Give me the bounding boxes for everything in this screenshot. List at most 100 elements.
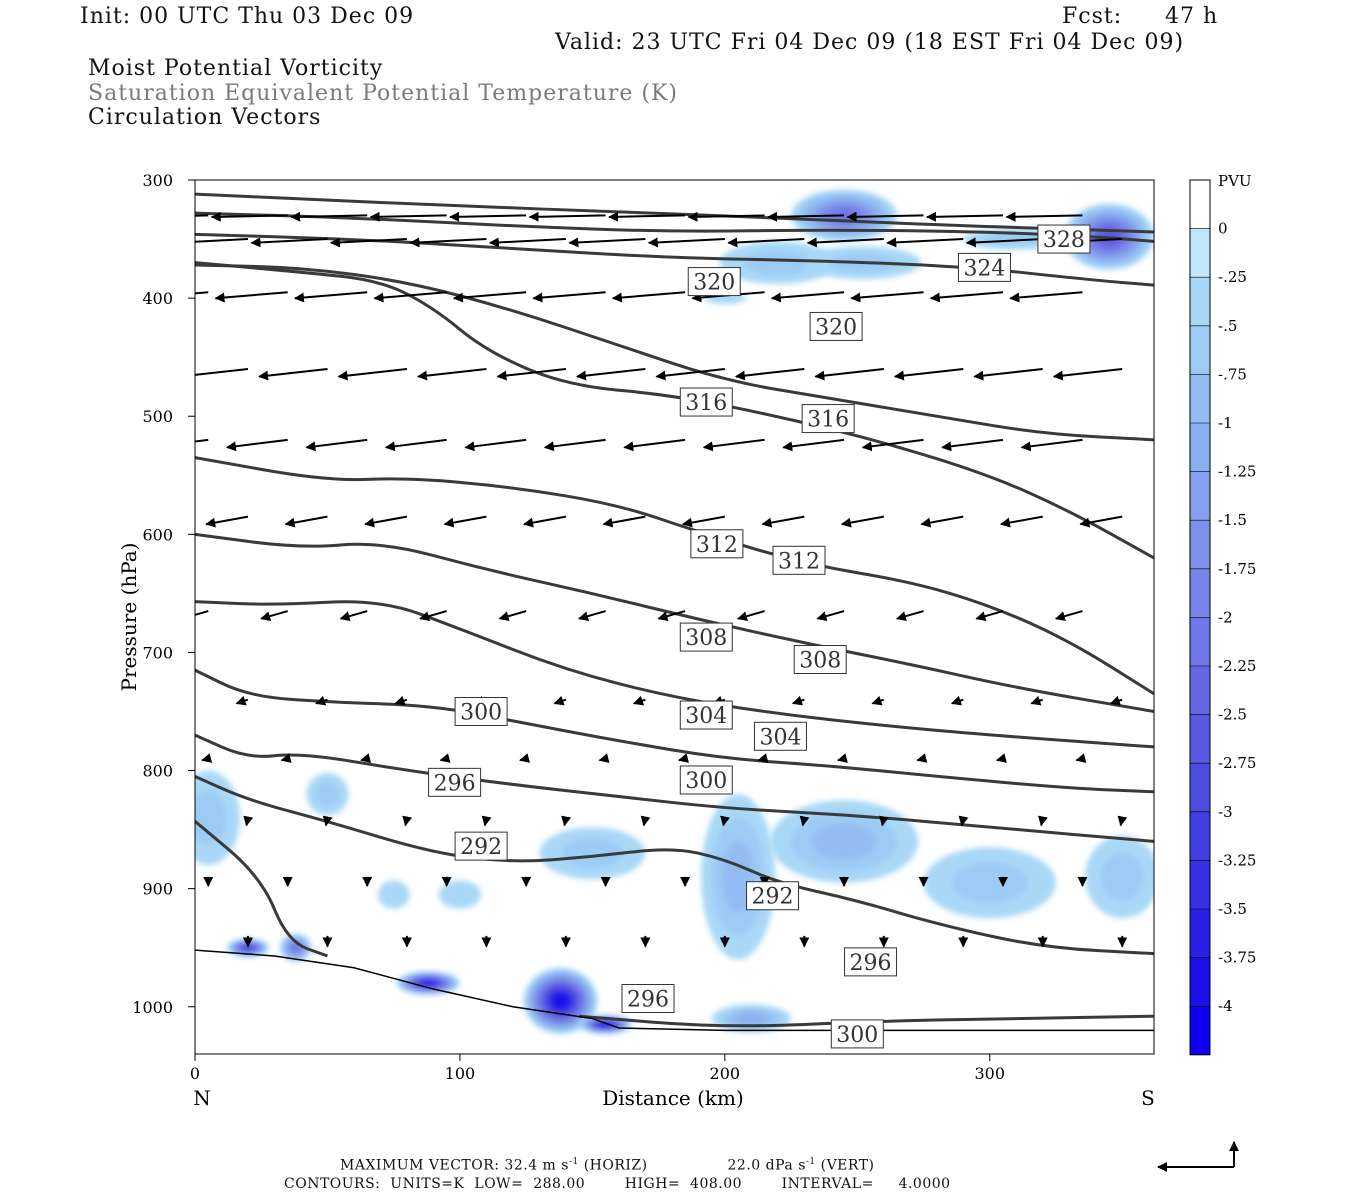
field-title-theta-es: Saturation Equivalent Potential Temperat…: [88, 81, 678, 106]
colorbar-swatch: [1190, 180, 1210, 229]
circulation-vector: [657, 610, 686, 622]
circulation-vector: [841, 515, 884, 528]
contour-label-box: [454, 831, 508, 861]
circulation-vectors: [195, 211, 1128, 948]
max-vector-vert: 22.0 dPa s: [727, 1157, 806, 1174]
pv-blob: [438, 880, 482, 909]
pv-shade: [377, 880, 410, 909]
circulation-vector: [210, 211, 288, 222]
theta-es-contour-300: [195, 668, 1154, 794]
pv-blob: [279, 933, 312, 962]
theta-es-contour-312: [195, 456, 1154, 696]
circulation-vector: [519, 753, 531, 763]
circulation-vector: [611, 291, 686, 303]
contour-label-text: 316: [685, 391, 727, 416]
circulation-vector: [633, 695, 646, 706]
circulation-vector: [1054, 610, 1083, 622]
colorbar-level-label: -.25: [1218, 268, 1247, 286]
circulation-vector: [293, 291, 368, 303]
contour-label: 316: [801, 404, 855, 434]
colorbar-swatch: [1190, 520, 1210, 569]
colorbar-swatch: [1190, 277, 1210, 326]
colorbar-swatch: [1190, 423, 1210, 472]
contour-label-text: 308: [799, 649, 841, 674]
pv-shade: [561, 838, 623, 869]
pv-blob: [1085, 835, 1154, 919]
contour-label-box: [746, 881, 800, 911]
contour-label-box: [679, 387, 733, 417]
colorbar-level-label: -3: [1218, 803, 1233, 821]
contour-label-box: [793, 645, 847, 675]
reference-vector-icon: [1157, 1141, 1239, 1172]
axes: 300 400 500 600 700 800 900 1000 0 100 200 300: [132, 171, 1005, 1083]
pv-blob: [396, 971, 460, 995]
colorbar-swatch: [1190, 1006, 1210, 1055]
circulation-vector: [886, 237, 964, 248]
circulation-vector: [1117, 815, 1128, 827]
colorbar-swatch: [1190, 666, 1210, 715]
circulation-vector: [195, 238, 249, 243]
contour-label-text: 296: [627, 987, 669, 1012]
circulation-vector: [260, 610, 288, 622]
contour-label: 292: [746, 881, 800, 911]
circulation-vector: [553, 695, 567, 706]
circulation-vector: [929, 291, 1004, 303]
circulation-vector: [201, 753, 213, 763]
contour-label-text: 312: [778, 549, 820, 574]
colorbar-level-label: -2.5: [1218, 706, 1247, 724]
colorbar-swatch: [1190, 714, 1210, 764]
pv-shade: [195, 790, 227, 845]
pv-shade: [552, 994, 569, 1008]
contour-label-text: 320: [693, 271, 735, 296]
contour-label-box: [428, 767, 482, 797]
vert-label: (VERT): [815, 1157, 875, 1174]
circulation-vector: [532, 291, 606, 303]
contour-label-box: [772, 545, 826, 575]
contour-label: 300: [830, 1019, 884, 1049]
contour-label-box: [844, 947, 898, 977]
contour-label-box: [687, 267, 741, 297]
circulation-vector: [806, 237, 884, 248]
contour-label: 308: [679, 622, 733, 652]
circulation-vector: [761, 515, 805, 528]
circulation-vector: [452, 291, 527, 303]
pv-blob: [579, 1015, 633, 1034]
terrain-surface-line: [195, 949, 1154, 1032]
theta-es-contour-320: [195, 263, 1154, 442]
contour-label-text: 328: [1043, 228, 1085, 253]
circulation-vector: [879, 815, 889, 827]
circulation-vector: [250, 237, 328, 248]
circulation-vector: [575, 367, 646, 381]
north-end-label: N: [193, 1086, 211, 1110]
circulation-vector: [999, 515, 1043, 528]
circulation-vector: [846, 211, 924, 222]
contour-label-box: [679, 622, 733, 652]
circulation-vector: [965, 237, 1043, 248]
colorbar-level-label: -2.25: [1218, 657, 1256, 675]
circulation-vector: [443, 515, 487, 528]
circulation-vector: [737, 610, 765, 622]
colorbar-swatch: [1190, 374, 1210, 423]
circulation-vector: [640, 815, 651, 827]
theta-es-contour-316: [195, 261, 1154, 560]
contour-label-box: [957, 252, 1011, 282]
circulation-vector: [678, 753, 689, 763]
contour-label: 320: [687, 267, 741, 297]
circulation-vector: [602, 515, 646, 528]
field-title-vectors: Circulation Vectors: [88, 105, 322, 130]
contour-label: 316: [679, 387, 733, 417]
circulation-vector: [195, 367, 249, 376]
contour-label-text: 296: [850, 951, 892, 976]
circulation-vector: [916, 753, 928, 763]
pv-colorbar: 0 -.25 -.5 -.75 -1 -1.25 -1.5 -1.75 -2 -2.25 -2.5 -…: [1189, 179, 1256, 1056]
circulation-vector: [337, 367, 408, 381]
circulation-vector: [464, 438, 527, 452]
circulation-vector: [439, 753, 451, 763]
contour-label-box: [621, 983, 675, 1013]
pv-shade: [1100, 853, 1144, 901]
valid-time: Valid: 23 UTC Fri 04 Dec 09 (18 EST Fri …: [555, 30, 1185, 55]
circulation-vector: [373, 291, 447, 303]
contour-label-text: 300: [460, 700, 502, 725]
contour-label-text: 320: [815, 315, 857, 340]
